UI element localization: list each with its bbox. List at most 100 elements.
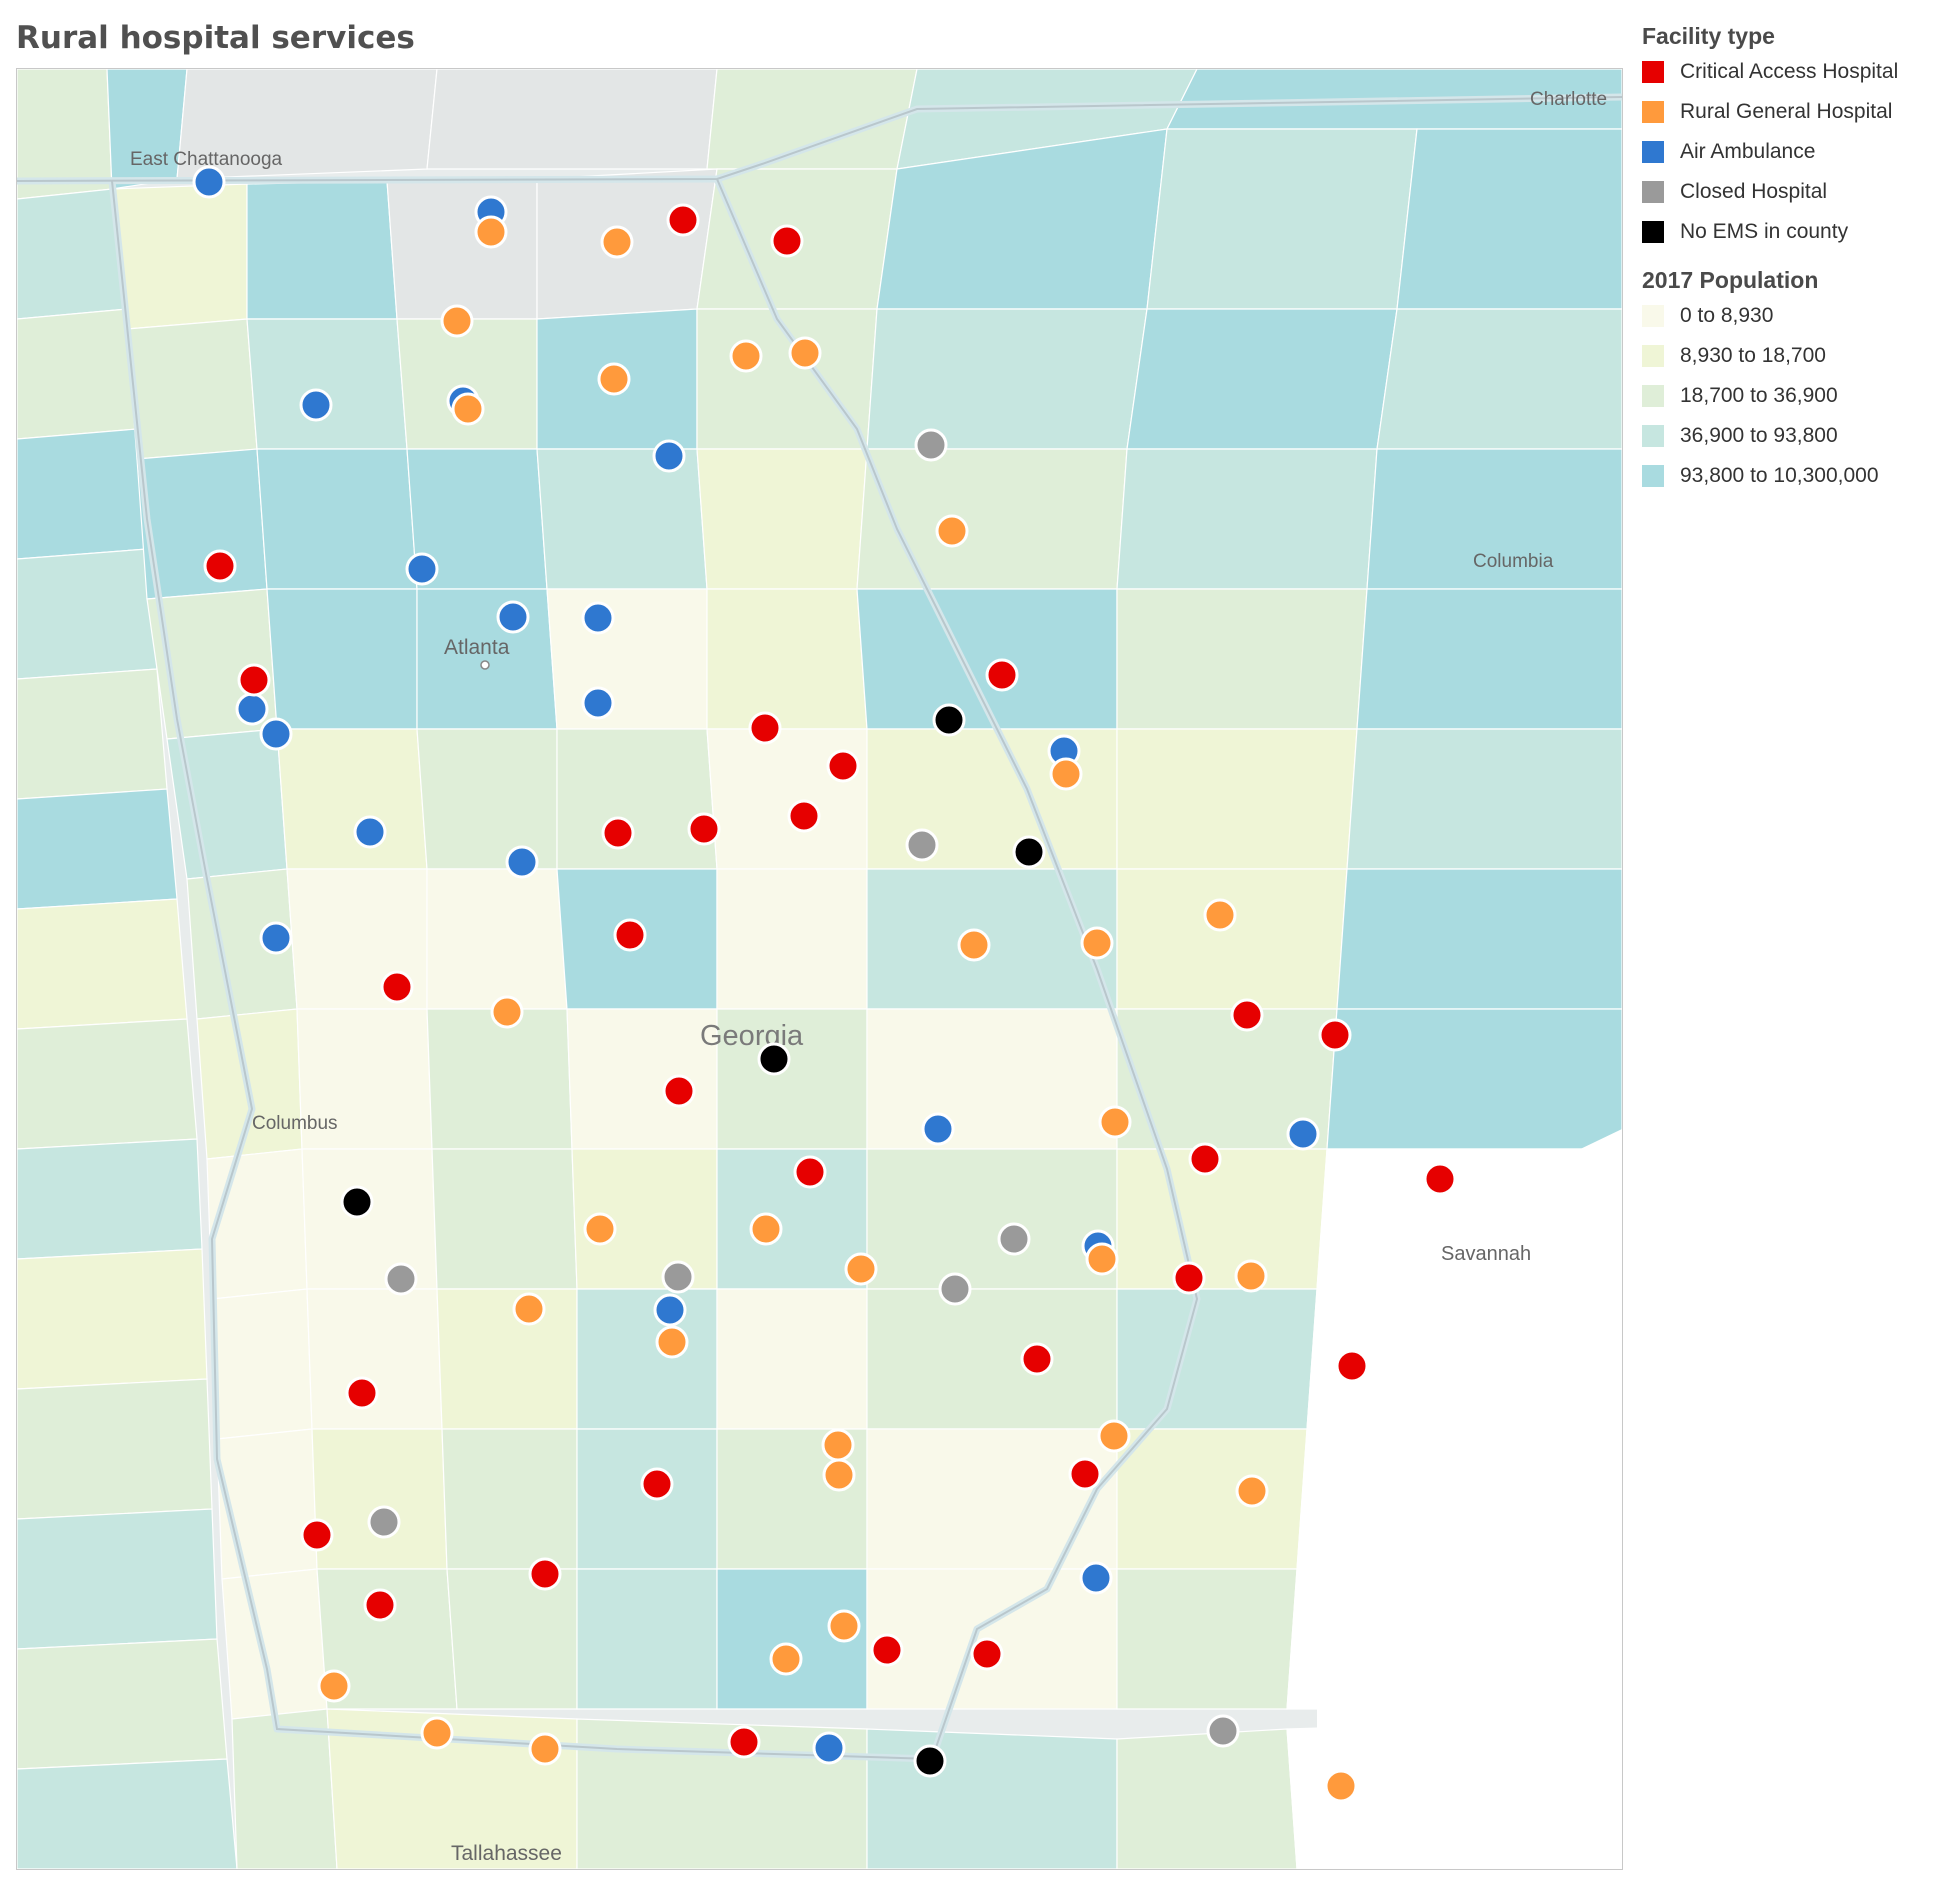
air-ambulance-marker[interactable] — [192, 165, 226, 199]
no-ems-marker[interactable] — [1012, 835, 1046, 869]
air-ambulance-marker[interactable] — [581, 601, 615, 635]
rural-general-marker[interactable] — [451, 392, 485, 426]
closed-hospital-marker[interactable] — [1206, 1714, 1240, 1748]
rural-general-marker[interactable] — [827, 1609, 861, 1643]
closed-hospital-marker[interactable] — [997, 1222, 1031, 1256]
map-view[interactable]: East Chattanooga Charlotte Atlanta Colum… — [16, 68, 1623, 1870]
air-ambulance-marker[interactable] — [259, 921, 293, 955]
closed-hospital-marker[interactable] — [938, 1272, 972, 1306]
air-ambulance-marker[interactable] — [1286, 1117, 1320, 1151]
critical-access-marker[interactable] — [1335, 1349, 1369, 1383]
rural-general-marker[interactable] — [1203, 898, 1237, 932]
closed-hospital-marker[interactable] — [367, 1505, 401, 1539]
critical-access-marker[interactable] — [1318, 1018, 1352, 1052]
rural-general-marker[interactable] — [821, 1428, 855, 1462]
closed-hospital-marker[interactable] — [914, 428, 948, 462]
map-canvas[interactable]: East Chattanooga Charlotte Atlanta Colum… — [17, 69, 1622, 1869]
air-ambulance-marker[interactable] — [299, 388, 333, 422]
air-ambulance-marker[interactable] — [1079, 1561, 1113, 1595]
rural-general-marker[interactable] — [822, 1458, 856, 1492]
critical-access-marker[interactable] — [1068, 1457, 1102, 1491]
critical-access-marker[interactable] — [687, 812, 721, 846]
air-ambulance-marker[interactable] — [496, 600, 530, 634]
air-ambulance-marker[interactable] — [812, 1731, 846, 1765]
air-ambulance-marker[interactable] — [405, 552, 439, 586]
legend-item-pop-2[interactable]: 18,700 to 36,900 — [1642, 376, 1932, 416]
legend-item-no-ems[interactable]: No EMS in county — [1642, 212, 1932, 252]
critical-access-marker[interactable] — [1423, 1162, 1457, 1196]
rural-general-marker[interactable] — [440, 304, 474, 338]
critical-access-marker[interactable] — [1172, 1261, 1206, 1295]
closed-hospital-marker[interactable] — [661, 1260, 695, 1294]
no-ems-marker[interactable] — [340, 1185, 374, 1219]
legend-item-closed-hospital[interactable]: Closed Hospital — [1642, 172, 1932, 212]
legend-item-critical-access[interactable]: Critical Access Hospital — [1642, 52, 1932, 92]
critical-access-marker[interactable] — [601, 816, 635, 850]
critical-access-marker[interactable] — [748, 711, 782, 745]
rural-general-marker[interactable] — [729, 339, 763, 373]
critical-access-marker[interactable] — [662, 1074, 696, 1108]
critical-access-marker[interactable] — [203, 549, 237, 583]
rural-general-marker[interactable] — [749, 1212, 783, 1246]
critical-access-marker[interactable] — [826, 749, 860, 783]
air-ambulance-marker[interactable] — [259, 717, 293, 751]
air-ambulance-marker[interactable] — [505, 845, 539, 879]
rural-general-marker[interactable] — [1049, 757, 1083, 791]
rural-general-marker[interactable] — [583, 1212, 617, 1246]
no-ems-marker[interactable] — [913, 1744, 947, 1778]
facility-markers[interactable] — [192, 165, 1457, 1803]
air-ambulance-marker[interactable] — [652, 439, 686, 473]
critical-access-marker[interactable] — [363, 1588, 397, 1622]
critical-access-marker[interactable] — [793, 1155, 827, 1189]
rural-general-marker[interactable] — [597, 362, 631, 396]
critical-access-marker[interactable] — [1020, 1342, 1054, 1376]
critical-access-marker[interactable] — [985, 658, 1019, 692]
air-ambulance-marker[interactable] — [581, 686, 615, 720]
closed-hospital-marker[interactable] — [384, 1262, 418, 1296]
no-ems-marker[interactable] — [757, 1042, 791, 1076]
critical-access-marker[interactable] — [613, 918, 647, 952]
legend-item-air-ambulance[interactable]: Air Ambulance — [1642, 132, 1932, 172]
rural-general-marker[interactable] — [788, 336, 822, 370]
legend-item-pop-1[interactable]: 8,930 to 18,700 — [1642, 336, 1932, 376]
air-ambulance-marker[interactable] — [235, 692, 269, 726]
critical-access-marker[interactable] — [870, 1633, 904, 1667]
rural-general-marker[interactable] — [1235, 1474, 1269, 1508]
rural-general-marker[interactable] — [528, 1732, 562, 1766]
air-ambulance-marker[interactable] — [653, 1293, 687, 1327]
critical-access-marker[interactable] — [666, 203, 700, 237]
rural-general-marker[interactable] — [655, 1325, 689, 1359]
critical-access-marker[interactable] — [1188, 1142, 1222, 1176]
rural-general-marker[interactable] — [317, 1669, 351, 1703]
critical-access-marker[interactable] — [237, 663, 271, 697]
critical-access-marker[interactable] — [528, 1557, 562, 1591]
rural-general-marker[interactable] — [935, 514, 969, 548]
rural-general-marker[interactable] — [1098, 1105, 1132, 1139]
critical-access-marker[interactable] — [1230, 998, 1264, 1032]
rural-general-marker[interactable] — [1080, 926, 1114, 960]
air-ambulance-marker[interactable] — [353, 815, 387, 849]
rural-general-marker[interactable] — [1324, 1769, 1358, 1803]
rural-general-marker[interactable] — [769, 1642, 803, 1676]
critical-access-marker[interactable] — [345, 1376, 379, 1410]
closed-hospital-marker[interactable] — [905, 828, 939, 862]
rural-general-marker[interactable] — [420, 1716, 454, 1750]
rural-general-marker[interactable] — [600, 225, 634, 259]
rural-general-marker[interactable] — [1085, 1242, 1119, 1276]
rural-general-marker[interactable] — [1097, 1419, 1131, 1453]
critical-access-marker[interactable] — [727, 1725, 761, 1759]
critical-access-marker[interactable] — [970, 1637, 1004, 1671]
critical-access-marker[interactable] — [300, 1518, 334, 1552]
critical-access-marker[interactable] — [380, 970, 414, 1004]
air-ambulance-marker[interactable] — [921, 1112, 955, 1146]
legend-item-rural-general[interactable]: Rural General Hospital — [1642, 92, 1932, 132]
legend-item-pop-4[interactable]: 93,800 to 10,300,000 — [1642, 456, 1932, 496]
rural-general-marker[interactable] — [512, 1292, 546, 1326]
no-ems-marker[interactable] — [932, 703, 966, 737]
rural-general-marker[interactable] — [490, 995, 524, 1029]
rural-general-marker[interactable] — [957, 928, 991, 962]
critical-access-marker[interactable] — [770, 224, 804, 258]
legend-item-pop-3[interactable]: 36,900 to 93,800 — [1642, 416, 1932, 456]
rural-general-marker[interactable] — [844, 1252, 878, 1286]
rural-general-marker[interactable] — [1234, 1259, 1268, 1293]
